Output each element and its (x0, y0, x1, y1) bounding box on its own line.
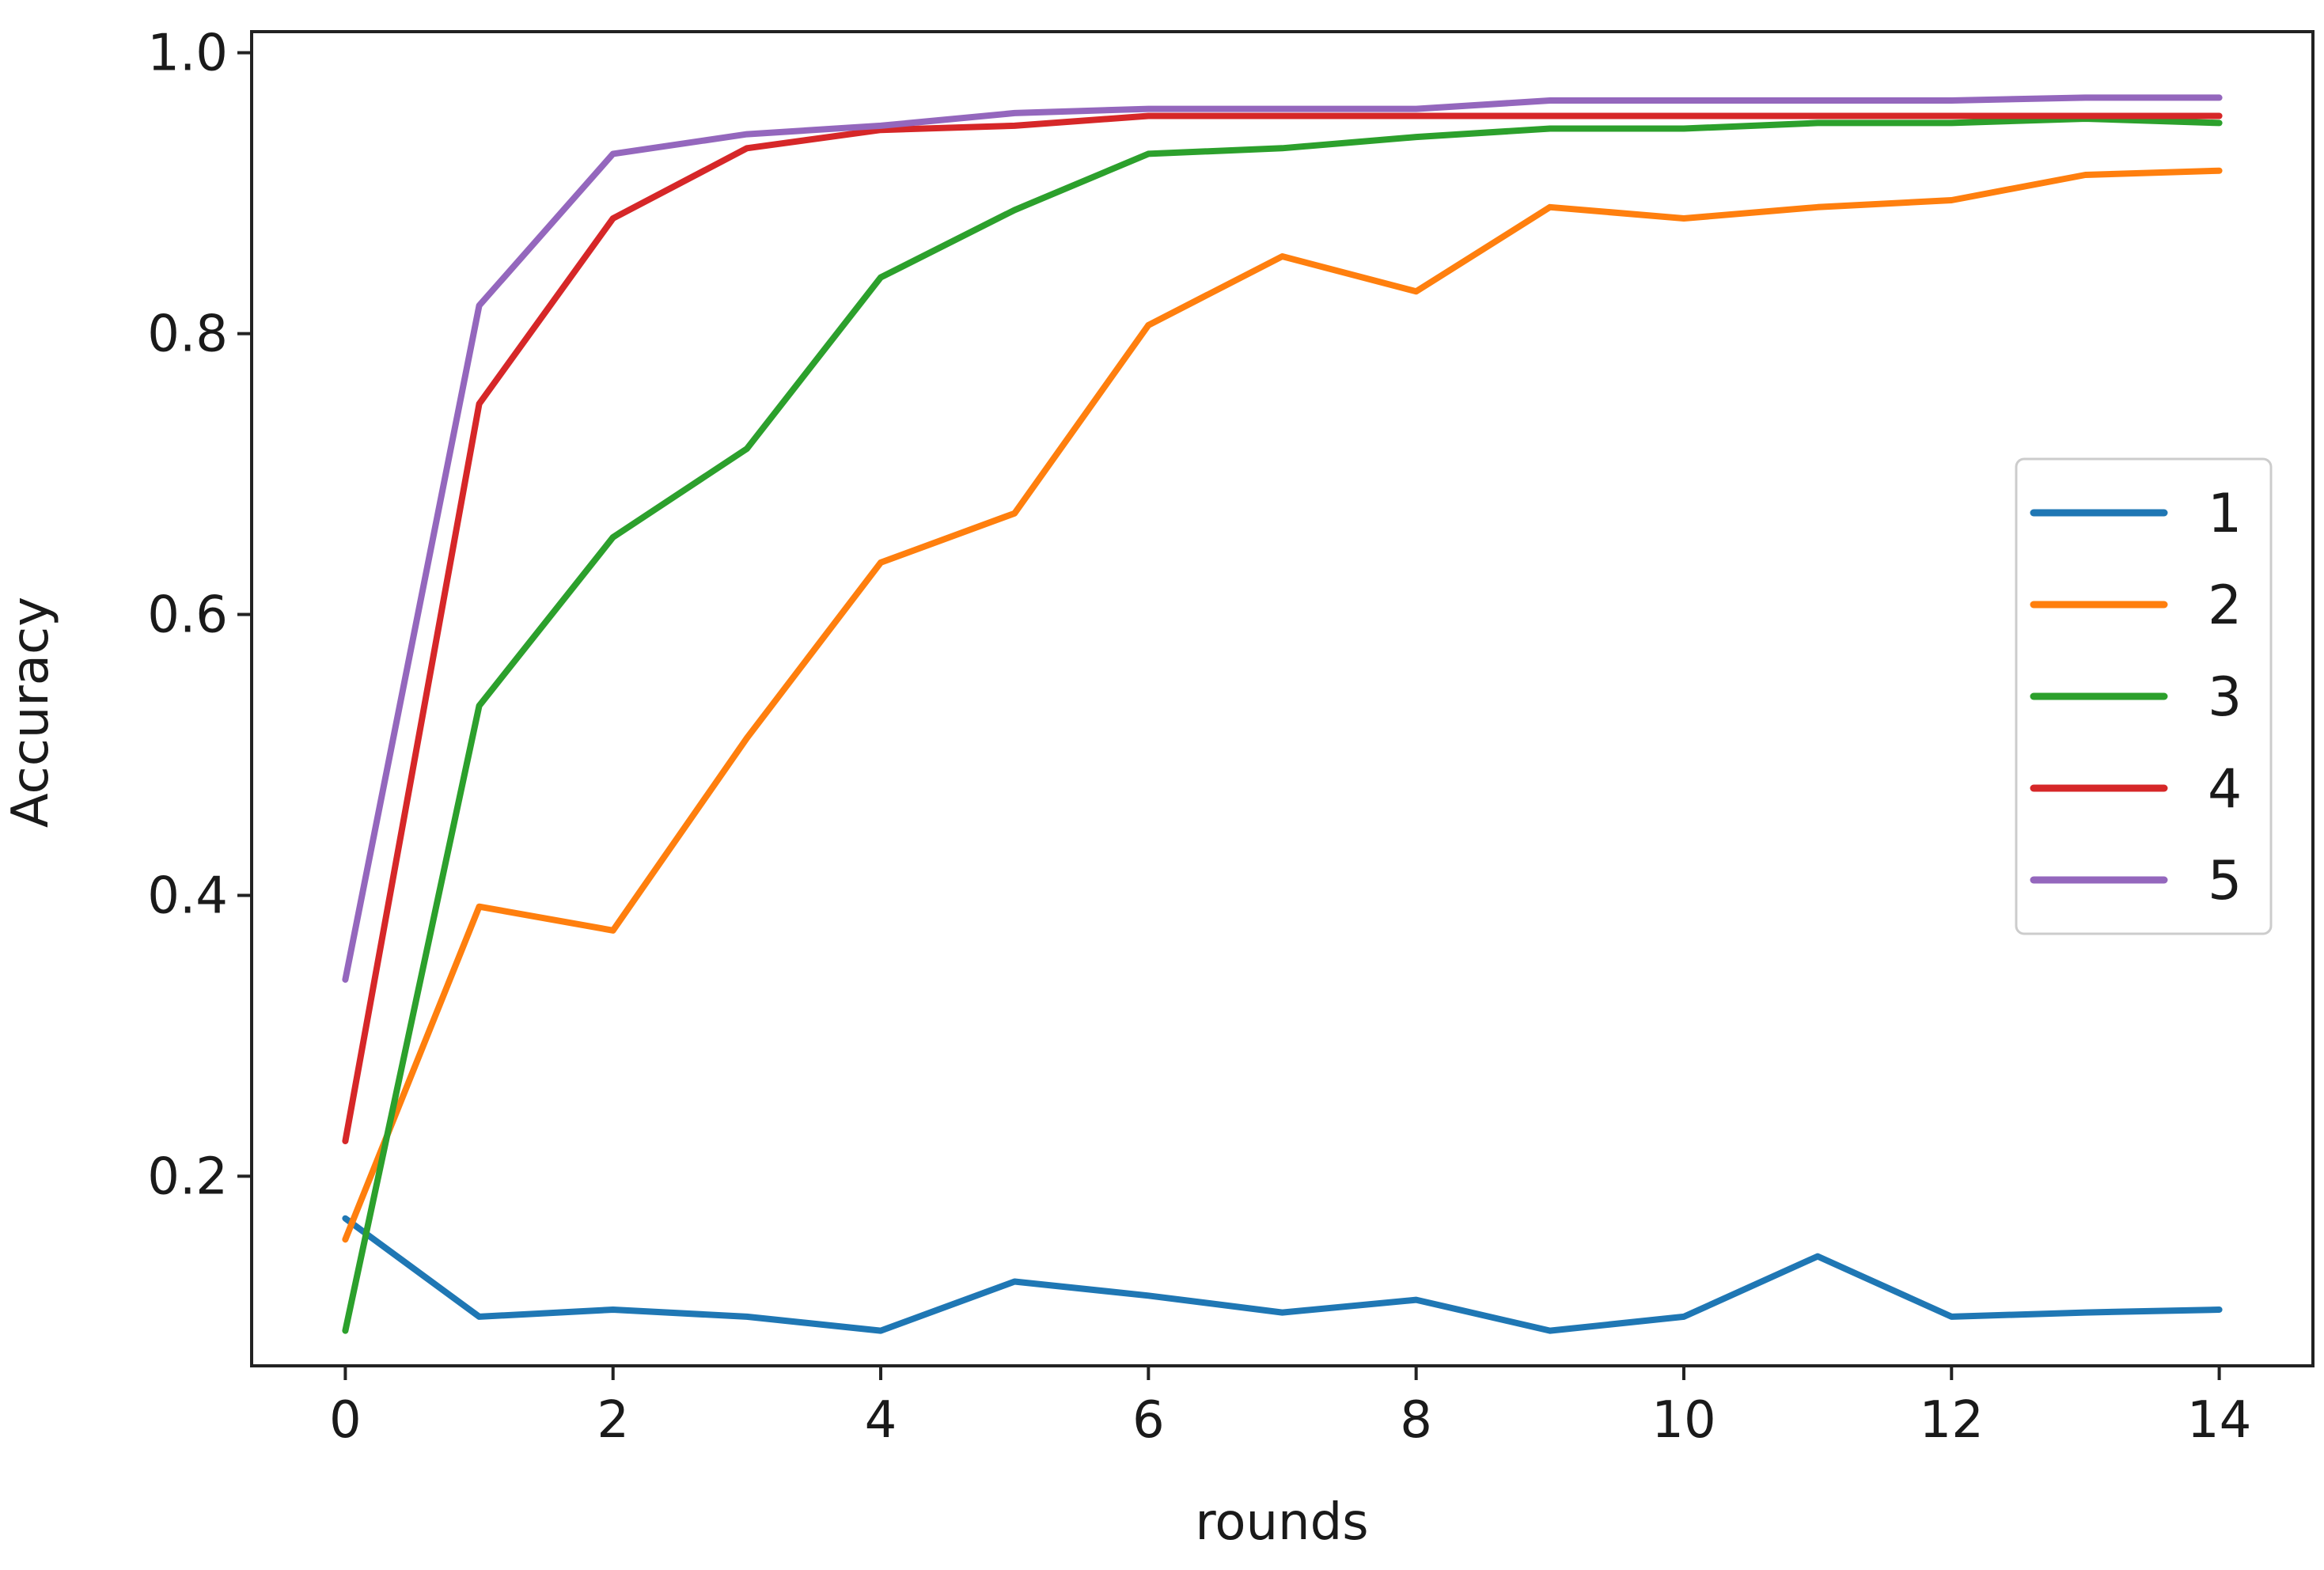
x-tick-label: 10 (1651, 1391, 1716, 1450)
x-axis: 0 2 4 6 8 10 12 14 (329, 1366, 2251, 1450)
legend-label-3: 3 (2208, 666, 2242, 729)
x-tick-label: 8 (1400, 1391, 1432, 1450)
x-tick-label: 6 (1132, 1391, 1165, 1450)
legend-label-4: 4 (2208, 758, 2242, 821)
series-line-2 (342, 167, 2223, 1243)
y-tick-label: 0.4 (147, 867, 228, 925)
y-tick-label: 0.8 (147, 305, 228, 364)
legend-label-2: 2 (2208, 575, 2242, 637)
x-axis-label: rounds (1195, 1493, 1368, 1552)
y-tick-label: 0.2 (147, 1147, 228, 1206)
x-tick-label: 2 (597, 1391, 629, 1450)
series-line-1 (342, 1215, 2223, 1334)
legend-label-5: 5 (2208, 850, 2242, 912)
y-axis: 0.2 0.4 0.6 0.8 1.0 (147, 25, 252, 1206)
legend: 1 2 3 4 5 (2015, 457, 2273, 935)
series-layer (342, 94, 2223, 1334)
series-line-3 (342, 116, 2223, 1334)
plot-frame (250, 30, 2315, 1367)
legend-label-1: 1 (2208, 483, 2242, 545)
y-tick-label: 0.6 (147, 586, 228, 645)
x-tick-label: 14 (2187, 1391, 2251, 1450)
x-tick-label: 4 (865, 1391, 897, 1450)
y-tick-label: 1.0 (147, 25, 228, 83)
x-tick-label: 12 (1920, 1391, 1984, 1450)
series-line-4 (342, 112, 2223, 1144)
y-axis-label: Accuracy (2, 597, 60, 828)
series-line-5 (342, 94, 2223, 983)
x-tick-label: 0 (329, 1391, 362, 1450)
